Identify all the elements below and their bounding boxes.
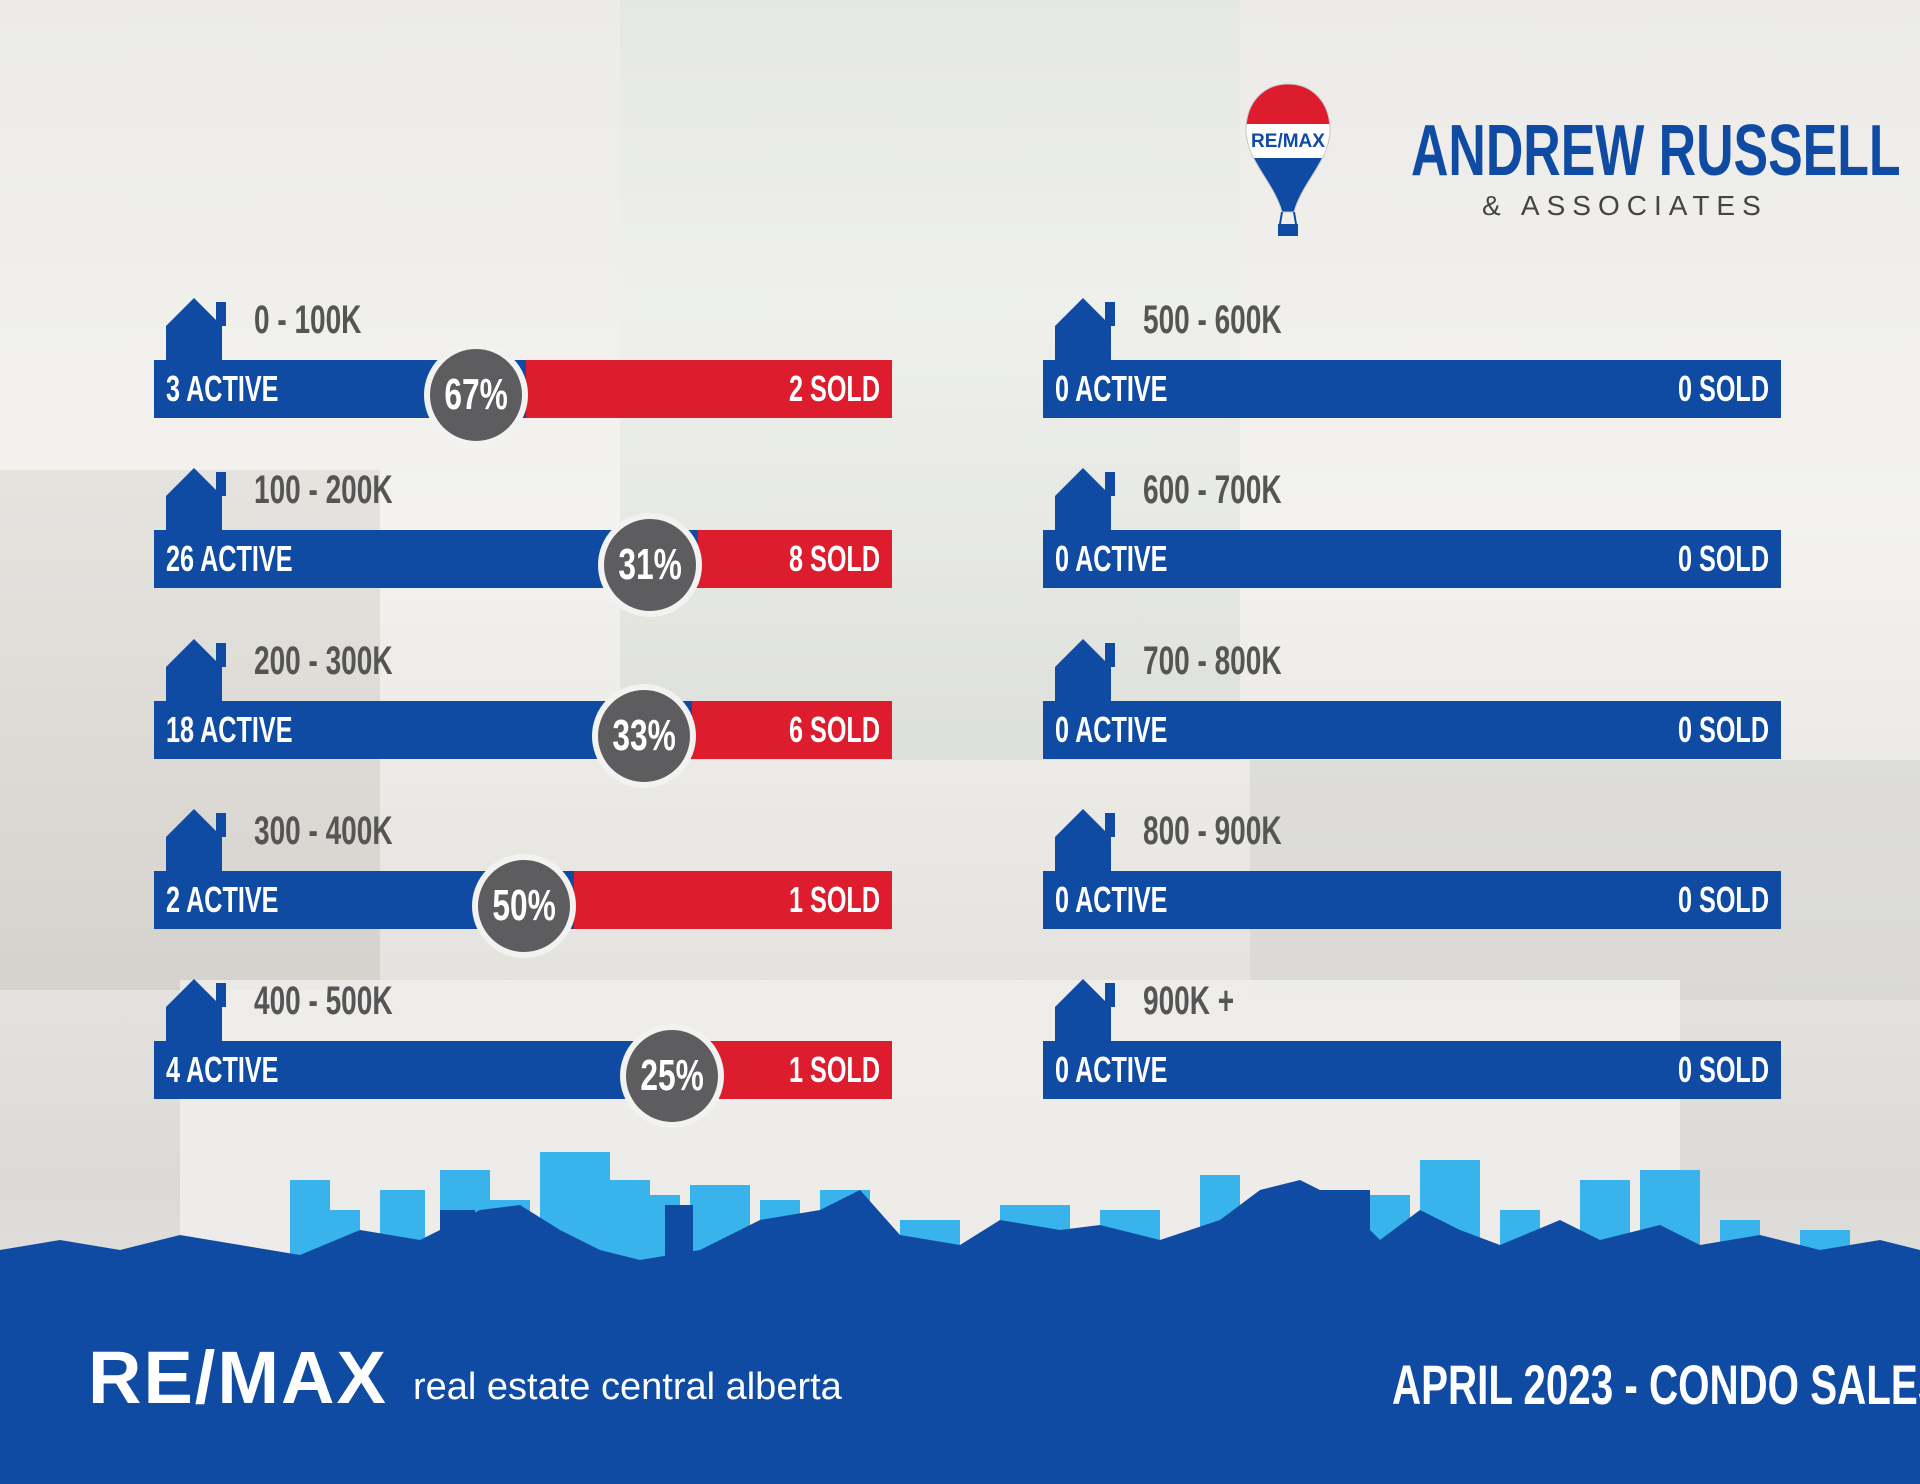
price-row: 600 - 700K 0 ACTIVE 0 SOLD — [1043, 466, 1783, 588]
percent-badge: 33% — [592, 684, 696, 788]
price-range-label: 400 - 500K — [254, 979, 393, 1023]
footer-band — [0, 1282, 1920, 1484]
report-title: APRIL 2023 - CONDO SALES — [1392, 1353, 1920, 1416]
active-count: 0 ACTIVE — [1055, 709, 1168, 750]
price-range-label: 600 - 700K — [1143, 468, 1282, 512]
price-range-label: 100 - 200K — [254, 468, 393, 512]
price-row: 700 - 800K 0 ACTIVE 0 SOLD — [1043, 637, 1783, 759]
active-count: 0 ACTIVE — [1055, 1049, 1168, 1090]
sold-fill — [574, 871, 892, 929]
percent-value: 31% — [618, 540, 682, 589]
price-row: 100 - 200K 26 ACTIVE 8 SOLD 31% — [154, 466, 894, 617]
sales-bar: 26 ACTIVE 8 SOLD 31% — [154, 513, 892, 617]
price-row: 0 - 100K 3 ACTIVE 2 SOLD 67% — [154, 296, 894, 447]
sold-count: 0 SOLD — [1677, 1049, 1769, 1090]
price-range-label: 500 - 600K — [1143, 298, 1282, 342]
price-row: 900K + 0 ACTIVE 0 SOLD — [1043, 977, 1783, 1099]
active-count: 0 ACTIVE — [1055, 368, 1168, 409]
balloon-text: RE/MAX — [1251, 131, 1325, 152]
house-icon — [1055, 639, 1115, 707]
sales-bar: 4 ACTIVE 1 SOLD 25% — [154, 1024, 892, 1128]
price-range-label: 0 - 100K — [254, 298, 362, 342]
percent-badge: 31% — [598, 513, 702, 617]
sales-bar: 0 ACTIVE 0 SOLD — [1043, 360, 1781, 418]
house-icon — [166, 979, 226, 1047]
sold-count: 0 SOLD — [1677, 368, 1769, 409]
sales-bar: 18 ACTIVE 6 SOLD 33% — [154, 684, 892, 788]
remax-logo: RE/MAX — [88, 1336, 388, 1419]
house-icon — [166, 809, 226, 877]
sales-bar: 0 ACTIVE 0 SOLD — [1043, 871, 1781, 929]
percent-value: 33% — [612, 711, 676, 760]
percent-badge: 67% — [424, 343, 528, 447]
house-icon — [166, 298, 226, 366]
footer-tagline: real estate central alberta — [413, 1366, 842, 1408]
brand-subtitle: & ASSOCIATES — [1482, 190, 1768, 221]
sold-count: 1 SOLD — [788, 879, 880, 920]
sold-count: 0 SOLD — [1677, 538, 1769, 579]
percent-value: 50% — [492, 881, 556, 930]
sold-count: 6 SOLD — [788, 709, 880, 750]
price-range-label: 200 - 300K — [254, 639, 393, 683]
price-range-label: 300 - 400K — [254, 809, 393, 853]
sales-bar: 3 ACTIVE 2 SOLD 67% — [154, 343, 892, 447]
house-icon — [1055, 979, 1115, 1047]
price-row: 800 - 900K 0 ACTIVE 0 SOLD — [1043, 807, 1783, 929]
percent-badge: 50% — [472, 854, 576, 958]
active-count: 18 ACTIVE — [166, 709, 293, 750]
sold-count: 1 SOLD — [788, 1049, 880, 1090]
price-range-label: 700 - 800K — [1143, 639, 1282, 683]
sold-count: 8 SOLD — [788, 538, 880, 579]
price-row: 200 - 300K 18 ACTIVE 6 SOLD 33% — [154, 637, 894, 788]
house-icon — [166, 468, 226, 536]
active-count: 26 ACTIVE — [166, 538, 293, 579]
active-count: 3 ACTIVE — [166, 368, 279, 409]
sold-count: 0 SOLD — [1677, 879, 1769, 920]
house-icon — [166, 639, 226, 707]
sold-count: 0 SOLD — [1677, 709, 1769, 750]
percent-value: 67% — [444, 370, 508, 419]
sold-fill — [526, 360, 892, 418]
price-row: 500 - 600K 0 ACTIVE 0 SOLD — [1043, 296, 1783, 418]
percent-value: 25% — [640, 1051, 704, 1100]
price-row: 300 - 400K 2 ACTIVE 1 SOLD 50% — [154, 807, 894, 958]
house-icon — [1055, 298, 1115, 366]
price-range-label: 900K + — [1143, 979, 1235, 1023]
sold-count: 2 SOLD — [788, 368, 880, 409]
active-count: 0 ACTIVE — [1055, 538, 1168, 579]
sold-fill — [712, 1041, 892, 1099]
sales-bar: 0 ACTIVE 0 SOLD — [1043, 1041, 1781, 1099]
house-icon — [1055, 468, 1115, 536]
price-row: 400 - 500K 4 ACTIVE 1 SOLD 25% — [154, 977, 894, 1128]
price-range-label: 800 - 900K — [1143, 809, 1282, 853]
active-count: 2 ACTIVE — [166, 879, 279, 920]
percent-badge: 25% — [620, 1024, 724, 1128]
sold-fill — [692, 701, 892, 759]
sales-bar: 0 ACTIVE 0 SOLD — [1043, 530, 1781, 588]
active-count: 0 ACTIVE — [1055, 879, 1168, 920]
sales-bar: 0 ACTIVE 0 SOLD — [1043, 701, 1781, 759]
sold-fill — [698, 530, 892, 588]
active-count: 4 ACTIVE — [166, 1049, 279, 1090]
city-skyline-icon — [0, 1152, 1920, 1290]
sales-bar: 2 ACTIVE 1 SOLD 50% — [154, 854, 892, 958]
house-icon — [1055, 809, 1115, 877]
brand-name: ANDREW RUSSELL — [1411, 111, 1901, 191]
balloon-logo-icon: RE/MAX — [1245, 83, 1331, 236]
